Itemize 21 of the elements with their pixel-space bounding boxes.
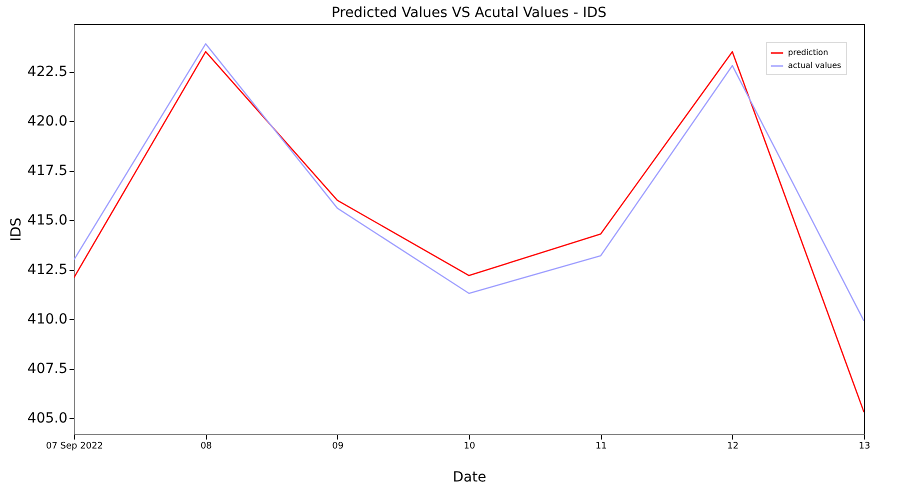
y-axis-title: IDS	[8, 217, 24, 242]
legend-label: actual values	[788, 61, 842, 70]
legend-label: prediction	[788, 48, 828, 57]
y-tick-label: 412.5	[27, 262, 68, 278]
x-tick-label: 13	[858, 442, 870, 452]
y-tick-label: 407.5	[27, 361, 68, 378]
line-series	[74, 43, 864, 322]
y-tick-label: 420.0	[27, 114, 68, 130]
chart-title: Predicted Values VS Acutal Values - IDS	[331, 5, 607, 21]
x-axis-title: Date	[452, 470, 486, 486]
y-tick-label: 410.0	[27, 312, 68, 328]
y-tick-label: 415.0	[27, 212, 68, 229]
x-tick-label: 11	[595, 442, 607, 452]
y-tick-label: 405.0	[27, 410, 68, 427]
y-tick-label: 417.5	[27, 163, 68, 180]
y-tick-label: 422.5	[27, 64, 68, 80]
x-tick-label: 09	[332, 442, 344, 452]
x-tick-label: 12	[727, 442, 739, 452]
x-tick-label: 08	[200, 442, 212, 452]
x-tick-label: 10	[464, 442, 476, 452]
x-tick-label: 07 Sep 2022	[46, 442, 104, 452]
